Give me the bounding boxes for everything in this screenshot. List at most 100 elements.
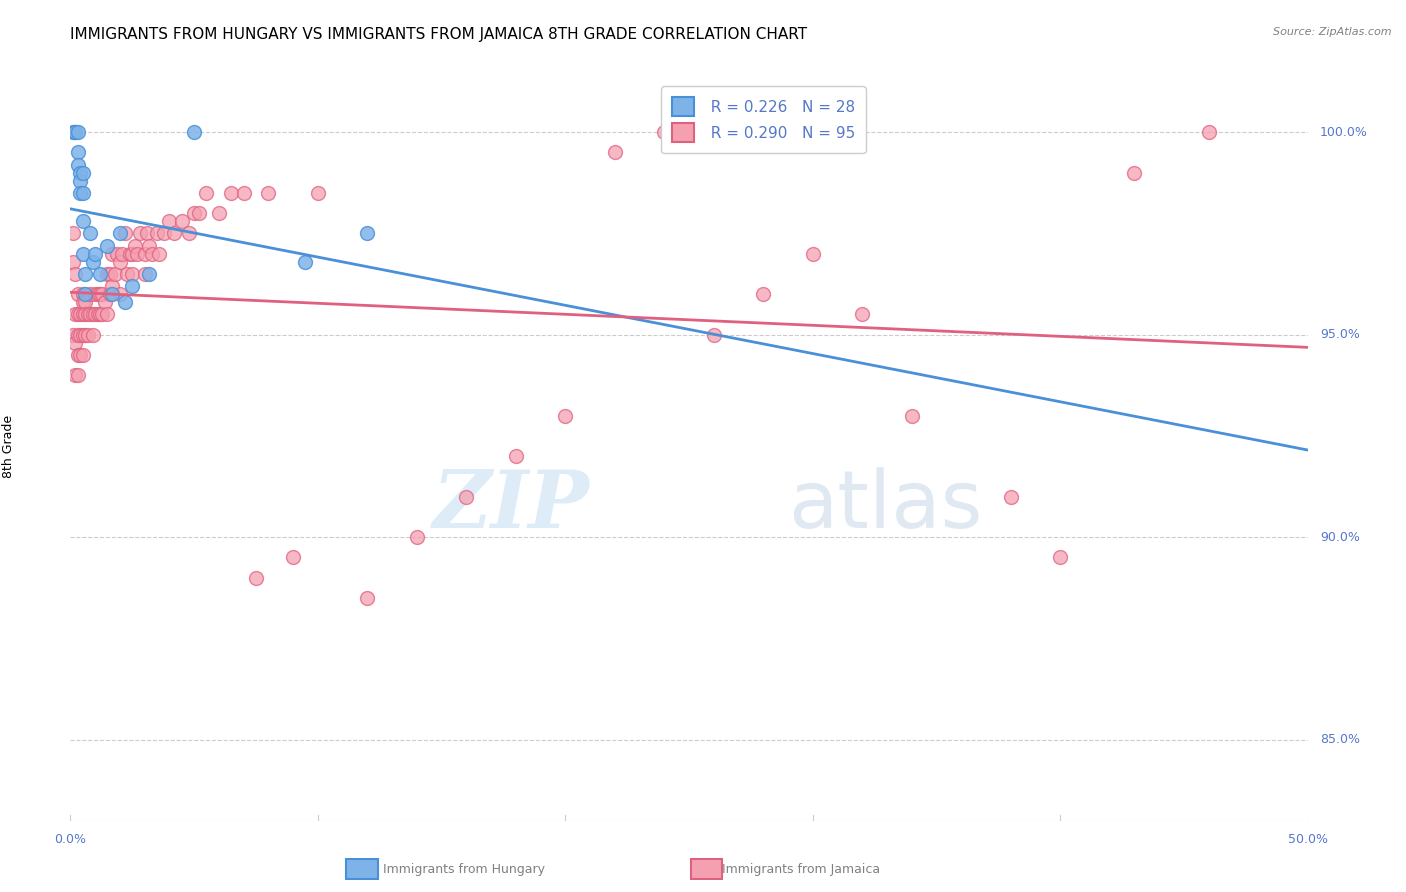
- Point: [1049, 550, 1071, 565]
- Point: [148, 246, 170, 260]
- Point: [146, 227, 169, 241]
- Point: [141, 246, 163, 260]
- Point: [183, 206, 205, 220]
- Text: 100.0%: 100.0%: [1320, 126, 1368, 138]
- Point: [62, 227, 84, 241]
- Point: [72, 287, 94, 301]
- Point: [652, 125, 675, 139]
- Point: [66, 145, 89, 160]
- Point: [69, 348, 91, 362]
- Point: [105, 246, 128, 260]
- Point: [356, 591, 378, 605]
- Point: [84, 287, 107, 301]
- Point: [356, 227, 378, 241]
- Point: [752, 287, 775, 301]
- Point: [128, 227, 150, 241]
- Text: 90.0%: 90.0%: [1320, 531, 1360, 543]
- Point: [127, 246, 149, 260]
- Point: [124, 238, 146, 252]
- Point: [101, 246, 124, 260]
- Point: [136, 227, 159, 241]
- Text: 95.0%: 95.0%: [1320, 328, 1360, 341]
- Point: [153, 227, 176, 241]
- Point: [96, 238, 118, 252]
- Point: [65, 125, 87, 139]
- Point: [115, 267, 138, 281]
- Point: [69, 186, 91, 200]
- Point: [851, 307, 873, 321]
- Point: [307, 186, 329, 200]
- Point: [75, 327, 97, 342]
- FancyBboxPatch shape: [346, 859, 378, 880]
- Point: [69, 327, 91, 342]
- Text: 85.0%: 85.0%: [1320, 733, 1360, 746]
- Point: [72, 307, 94, 321]
- Legend:   R = 0.226   N = 28,   R = 0.290   N = 95: R = 0.226 N = 28, R = 0.290 N = 95: [661, 87, 866, 153]
- Point: [96, 307, 118, 321]
- Point: [65, 267, 87, 281]
- Point: [94, 295, 117, 310]
- Point: [1123, 166, 1146, 180]
- Point: [66, 348, 89, 362]
- Point: [66, 157, 89, 171]
- Point: [72, 327, 94, 342]
- Point: [65, 125, 87, 139]
- Text: Immigrants from Jamaica: Immigrants from Jamaica: [723, 863, 880, 876]
- Point: [72, 214, 94, 228]
- Point: [101, 279, 124, 293]
- Point: [603, 145, 626, 160]
- Point: [121, 246, 143, 260]
- Point: [96, 267, 118, 281]
- Point: [84, 246, 107, 260]
- Point: [82, 327, 104, 342]
- Point: [66, 368, 89, 383]
- Point: [66, 327, 89, 342]
- Point: [177, 227, 200, 241]
- Point: [188, 206, 211, 220]
- Text: 0.0%: 0.0%: [55, 833, 86, 846]
- Point: [257, 186, 280, 200]
- Point: [195, 186, 218, 200]
- Point: [66, 287, 89, 301]
- Point: [86, 307, 108, 321]
- Point: [66, 307, 89, 321]
- Point: [72, 246, 94, 260]
- Point: [281, 550, 304, 565]
- Point: [801, 246, 824, 260]
- Point: [232, 186, 254, 200]
- Point: [75, 267, 97, 281]
- Point: [114, 227, 136, 241]
- Point: [208, 206, 231, 220]
- Point: [118, 246, 141, 260]
- Point: [79, 227, 101, 241]
- Point: [84, 307, 107, 321]
- Point: [111, 246, 134, 260]
- Point: [75, 287, 97, 301]
- Point: [114, 295, 136, 310]
- Point: [69, 307, 91, 321]
- Point: [505, 449, 527, 463]
- Point: [294, 254, 316, 268]
- Point: [108, 227, 131, 241]
- Point: [104, 267, 127, 281]
- Point: [72, 295, 94, 310]
- Point: [69, 166, 91, 180]
- Point: [91, 287, 114, 301]
- Point: [75, 307, 97, 321]
- Point: [1000, 490, 1022, 504]
- Point: [79, 307, 101, 321]
- Point: [66, 125, 89, 139]
- Point: [91, 307, 114, 321]
- Point: [121, 267, 143, 281]
- Point: [65, 335, 87, 350]
- Point: [163, 227, 186, 241]
- Text: 8th Grade: 8th Grade: [1, 415, 15, 477]
- Point: [82, 307, 104, 321]
- Point: [900, 409, 922, 423]
- Point: [79, 287, 101, 301]
- Text: atlas: atlas: [787, 467, 983, 545]
- Point: [89, 287, 111, 301]
- Point: [138, 267, 160, 281]
- Point: [65, 368, 87, 383]
- Point: [62, 327, 84, 342]
